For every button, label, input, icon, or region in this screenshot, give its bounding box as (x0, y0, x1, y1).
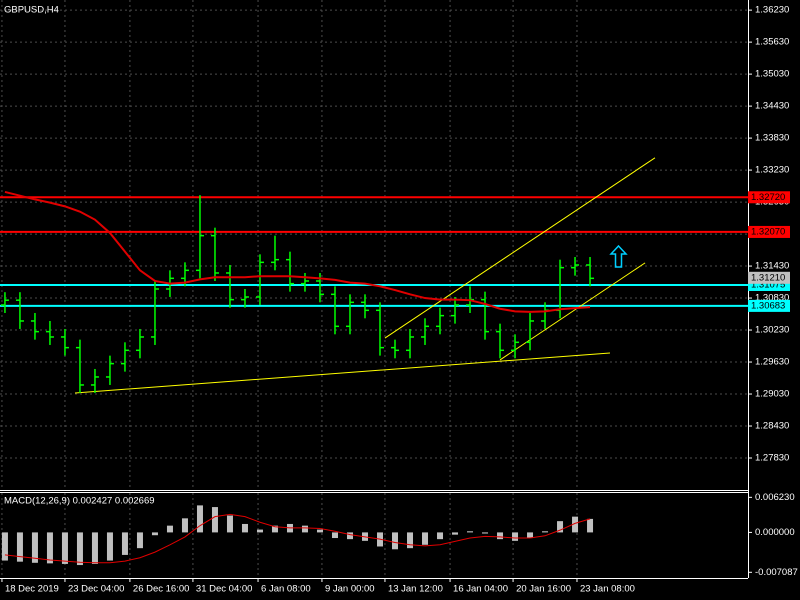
y-tick-label: 1.30230 (755, 325, 789, 336)
x-tick-label: 18 Dec 2019 (5, 584, 59, 595)
level-label: 1.30683 (751, 300, 785, 311)
chart-title: GBPUSD,H4 (4, 5, 59, 16)
x-tick-label: 16 Jan 04:00 (453, 584, 508, 595)
macd-title: MACD(12,26,9) 0.002427 0.002669 (4, 496, 155, 507)
level-label: 1.32720 (751, 192, 785, 203)
y-tick-label: 0.000000 (755, 527, 795, 538)
level-box (748, 299, 790, 312)
x-tick-label: 23 Jan 08:00 (580, 584, 635, 595)
histogram-bar (482, 532, 489, 534)
y-tick-label: 1.33230 (755, 165, 789, 176)
histogram-bar (542, 531, 549, 533)
histogram-bar (46, 532, 53, 564)
histogram-bar (241, 523, 248, 533)
y-tick-label: 1.27830 (755, 453, 789, 464)
y-tick-label: 1.30830 (755, 293, 789, 304)
histogram-bar (136, 532, 143, 549)
y-tick-label: 1.31430 (755, 261, 789, 272)
plot (0, 0, 748, 578)
price-label: 1.31210 (751, 272, 785, 283)
x-tick-label: 26 Dec 16:00 (133, 584, 190, 595)
histogram-bar (572, 516, 579, 533)
histogram-bar (557, 521, 564, 533)
level-label: 1.32070 (751, 226, 785, 237)
y-tick-label: 1.36230 (755, 5, 789, 16)
histogram-bar (467, 531, 474, 533)
x-tick-label: 13 Jan 12:00 (388, 584, 443, 595)
histogram-bar (316, 529, 323, 533)
histogram-bar (121, 532, 128, 555)
x-tick-label: 20 Jan 16:00 (516, 584, 571, 595)
histogram-bar (587, 518, 594, 533)
histogram-bar (527, 532, 534, 539)
y-tick-label: -0.007087 (755, 567, 798, 578)
histogram-bar (106, 532, 113, 561)
price-box (748, 271, 790, 284)
histogram-bar (452, 532, 459, 535)
histogram-bar (331, 532, 338, 539)
histogram-bar (392, 532, 399, 550)
histogram-bar (91, 532, 98, 564)
histogram-bar (61, 532, 68, 564)
y-tick-label: 0.006230 (755, 492, 795, 503)
histogram-bar (422, 532, 429, 545)
x-tick-label: 31 Dec 04:00 (196, 584, 253, 595)
trend-line (384, 157, 656, 339)
y-tick-label: 1.29630 (755, 357, 789, 368)
histogram-bar (497, 532, 504, 540)
histogram-bar (1, 532, 8, 561)
y-tick-label: 1.29030 (755, 389, 789, 400)
histogram-bar (226, 515, 233, 533)
level-box (748, 191, 790, 204)
histogram-bar (437, 532, 444, 540)
histogram-bar (181, 518, 188, 533)
level-label: 1.31075 (751, 280, 785, 291)
moving-average (4, 190, 591, 313)
histogram-bar (256, 529, 263, 533)
histogram-bar (166, 525, 173, 533)
histogram-bar (76, 532, 83, 566)
signal-line (4, 513, 591, 564)
y-tick-label: 1.35630 (755, 37, 789, 48)
up-arrow (609, 244, 628, 268)
x-tick-label: 6 Jan 08:00 (261, 584, 311, 595)
level-box (748, 225, 790, 238)
y-tick-label: 1.34430 (755, 101, 789, 112)
trend-line (499, 262, 646, 361)
y-tick-label: 1.35030 (755, 69, 789, 80)
histogram-bar (346, 532, 353, 540)
y-tick-label: 1.33830 (755, 133, 789, 144)
y-tick-label: 1.28430 (755, 421, 789, 432)
histogram-bar (151, 532, 158, 536)
x-tick-label: 23 Dec 04:00 (68, 584, 125, 595)
histogram-bar (31, 532, 38, 563)
histogram-bar (301, 525, 308, 533)
histogram-bar (512, 532, 519, 541)
histogram-bar (407, 532, 414, 549)
histogram-bar (211, 507, 218, 533)
histogram-bar (271, 525, 278, 533)
x-tick-label: 9 Jan 00:00 (325, 584, 375, 595)
histogram-bar (196, 505, 203, 533)
trend-line (74, 352, 611, 394)
histogram-bar (16, 532, 23, 562)
